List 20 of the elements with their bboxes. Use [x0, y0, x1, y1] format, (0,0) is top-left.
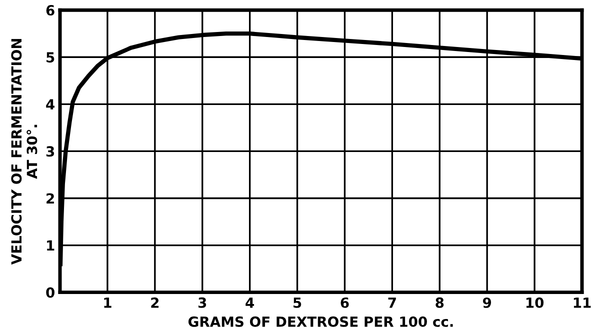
- y-tick-label: 1: [47, 240, 54, 251]
- y-tick-label: 5: [46, 52, 54, 63]
- y-tick-label: 6: [46, 5, 54, 16]
- x-tick-label: 1: [104, 298, 112, 308]
- x-tick-label: 8: [436, 297, 444, 308]
- x-axis-title: GRAMS OF DEXTROSE PER 100 cc.: [188, 316, 453, 327]
- y-tick-label: 2: [46, 193, 54, 204]
- x-tick-label: 11: [574, 298, 591, 308]
- x-tick-label: 10: [526, 297, 544, 308]
- y-axis-title: VELOCITY OF FERMENTATION AT 30°.: [11, 38, 38, 265]
- x-tick-label: 5: [294, 298, 302, 308]
- x-tick-label: 7: [388, 298, 396, 308]
- y-tick-label: 3: [46, 146, 54, 157]
- x-tick-label: 6: [340, 297, 349, 308]
- x-tick-label: 4: [246, 298, 254, 308]
- y-tick-label: 4: [46, 99, 54, 110]
- y-tick-label: 0: [46, 287, 54, 298]
- x-tick-label: 3: [198, 297, 206, 308]
- x-tick-label: 9: [482, 297, 492, 308]
- x-tick-label: 2: [151, 297, 159, 308]
